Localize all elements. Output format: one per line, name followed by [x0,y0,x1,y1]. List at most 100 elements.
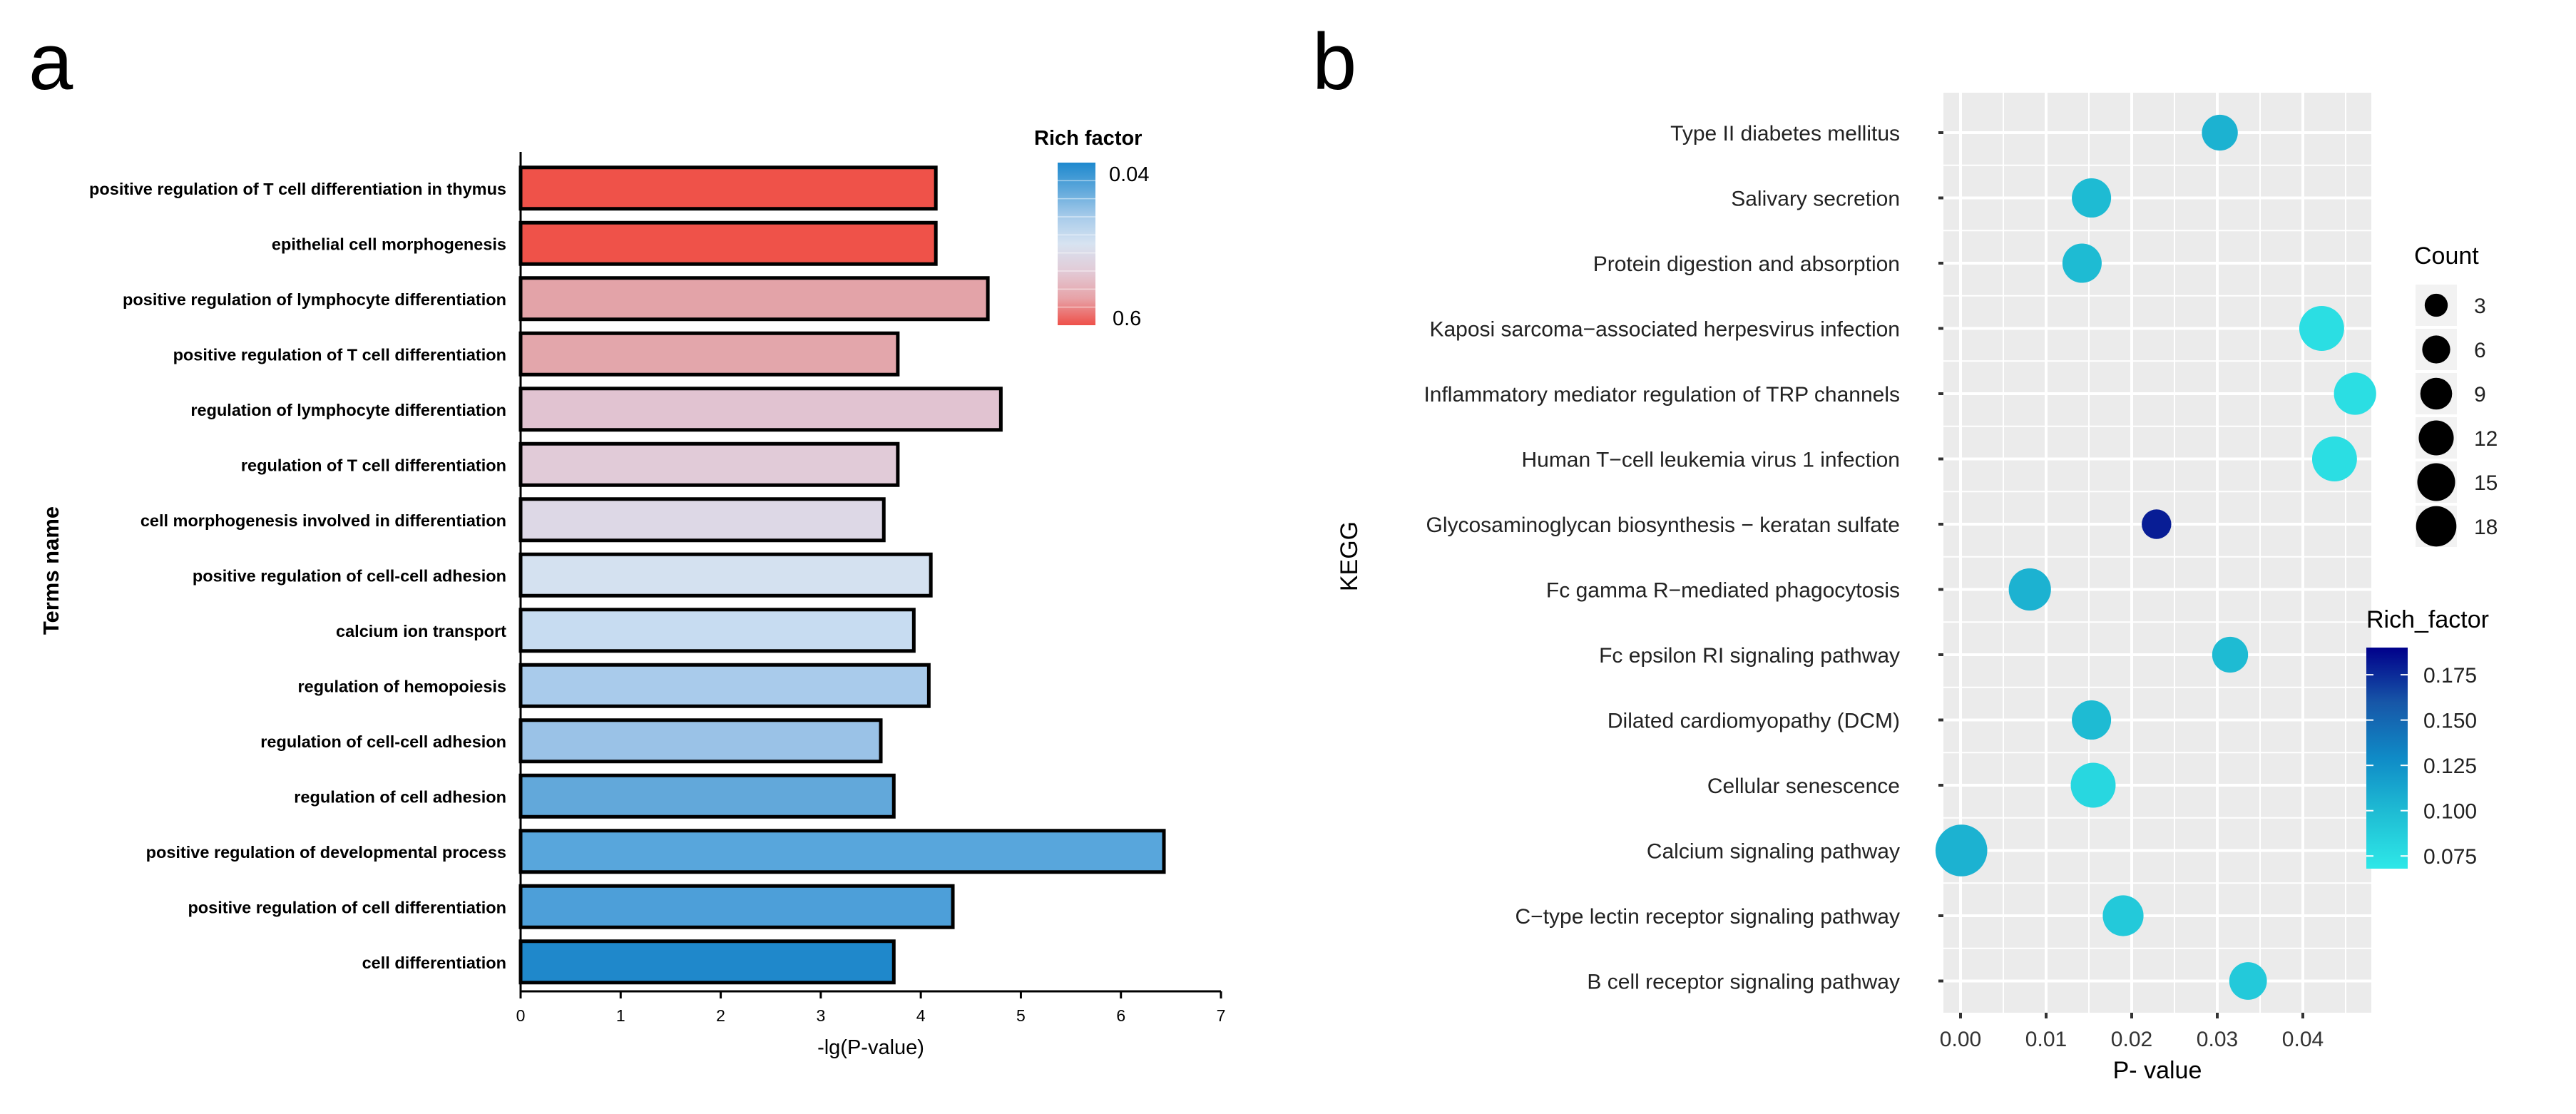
bar-a-13 [518,829,1166,874]
panel-a-bars [518,165,1166,985]
panel-b-plot-background [1943,93,2371,1013]
category-label-a-10: regulation of hemopoiesis [298,677,506,695]
bar-a-12 [518,773,896,819]
panel-label-b: b [1312,17,1356,106]
category-label-b-11: Cellular senescence [1707,775,1900,798]
point-b-4 [2299,306,2344,351]
bar-a-1 [518,165,938,211]
category-label-b-10: Dilated cardiomyopathy (DCM) [1608,710,1900,733]
x-tick-label-a-6: 6 [1116,1006,1125,1025]
x-tick-label-a-2: 2 [716,1006,725,1025]
bar-a-5 [518,387,1003,432]
x-tick-label-a-3: 3 [816,1006,825,1025]
category-label-a-12: regulation of cell adhesion [294,787,506,806]
point-b-2 [2072,178,2112,218]
category-label-b-4: Kaposi sarcoma−associated herpesvirus in… [1429,318,1900,342]
panel-label-a: a [29,17,73,106]
size-legend-dot-4 [2418,420,2454,456]
category-label-b-6: Human T−cell leukemia virus 1 infection [1521,449,1900,472]
category-label-b-3: Protein digestion and absorption [1593,252,1900,276]
size-legend-dot-1 [2424,293,2448,317]
panel-a-x-axis-title: -lg(P-value) [817,1036,924,1059]
panel-a-legend-bands [1058,180,1095,308]
point-b-12 [1935,824,1988,877]
point-b-5 [2334,372,2376,415]
category-label-a-11: regulation of cell-cell adhesion [260,732,506,751]
size-legend-label-2: 6 [2474,339,2486,362]
bar-a-14 [518,884,955,929]
x-tick-label-a-0: 0 [516,1006,526,1025]
x-tick-label-a-7: 7 [1217,1006,1226,1025]
category-label-b-1: Type II diabetes mellitus [1670,122,1900,145]
category-label-a-9: calcium ion transport [336,622,506,640]
size-legend-label-4: 12 [2474,427,2498,451]
point-b-14 [2229,962,2267,1000]
panel-b-color-legend-title: Rich_factor [2366,606,2489,633]
panel-a-axes [519,152,1221,993]
panel-b-category-labels: Type II diabetes mellitus Salivary secret… [1424,122,1943,994]
category-label-b-7: Glycosaminoglycan biosynthesis − keratan… [1426,513,1900,537]
bar-a-2 [518,220,938,266]
x-tick-label-a-1: 1 [616,1006,625,1025]
bar-a-9 [518,608,916,653]
size-legend-label-6: 18 [2474,516,2498,539]
colorbar-tick-label-1: 0.175 [2423,664,2477,688]
size-legend-dot-2 [2422,335,2450,364]
bar-a-3 [518,276,990,322]
size-legend-dot-3 [2420,377,2453,410]
bar-a-10 [518,663,931,708]
bar-a-6 [518,441,900,487]
category-label-a-14: positive regulation of cell differentiat… [188,898,506,916]
category-label-a-4: positive regulation of T cell differenti… [173,345,506,364]
category-label-b-12: Calcium signaling pathway [1647,840,1900,864]
category-label-b-8: Fc gamma R−mediated phagocytosis [1546,579,1900,603]
size-legend-label-1: 3 [2474,295,2486,318]
colorbar-tick-label-2: 0.150 [2423,710,2477,733]
category-label-b-9: Fc epsilon RI signaling pathway [1599,644,1900,668]
point-b-9 [2212,636,2249,673]
panel-a-category-labels: positive regulation of T cell differenti… [89,180,506,972]
point-b-3 [2062,243,2102,283]
point-b-11 [2070,762,2116,808]
bar-a-7 [518,497,886,543]
bar-a-15 [518,939,896,985]
category-label-b-14: B cell receptor signaling pathway [1587,971,1900,994]
category-label-a-3: positive regulation of lymphocyte differ… [123,290,506,309]
panel-a-legend-max-label: 0.04 [1109,163,1149,186]
panel-b-size-legend-title: Count [2414,242,2479,270]
category-label-a-6: regulation of T cell differentiation [241,456,506,474]
panel-b-size-legend-items: 3 6 9 12 15 18 [2416,285,2498,547]
panel-a-legend-title: Rich factor [1034,127,1142,150]
category-label-a-15: cell differentiation [362,954,506,972]
category-label-b-2: Salivary secretion [1731,188,1900,211]
category-label-b-13: C−type lectin receptor signaling pathway [1516,905,1900,929]
size-legend-dot-6 [2416,506,2457,547]
panel-b-colorbar-ticks: 0.175 0.150 0.125 0.100 0.075 [2366,664,2477,869]
x-tick-label-b-2: 0.02 [2111,1028,2152,1051]
panel-b-y-axis-title: KEGG [1336,521,1363,591]
bar-a-8 [518,552,933,598]
point-b-10 [2072,700,2112,740]
panel-a-legend-colorbar [1058,163,1095,325]
category-label-a-2: epithelial cell morphogenesis [272,235,506,253]
panel-b-x-axis-title: P- value [2113,1057,2202,1084]
panel-b-points [1935,114,2376,1000]
category-label-a-7: cell morphogenesis involved in different… [140,511,506,530]
panel-b-gridlines [1943,93,2371,1013]
category-label-b-5: Inflammatory mediator regulation of TRP … [1424,383,1900,407]
panel-a-y-axis-title: Terms name [39,506,63,635]
x-tick-label-b-3: 0.03 [2197,1028,2238,1051]
panel-a-legend-min-label: 0.6 [1113,307,1141,330]
x-tick-label-a-4: 4 [916,1006,926,1025]
size-legend-label-3: 9 [2474,383,2486,407]
panel-a-x-ticks: 0 1 2 3 4 5 6 7 [516,991,1226,1025]
category-label-a-5: regulation of lymphocyte differentiation [190,401,506,419]
size-legend-label-5: 15 [2474,471,2498,495]
category-label-a-13: positive regulation of developmental pro… [146,843,506,862]
panel-b-size-legend: Count 3 6 9 12 15 18 [2414,242,2498,547]
panel-b-x-ticks: 0.00 0.01 0.02 0.03 0.04 [1940,1013,2324,1051]
bar-a-11 [518,718,883,764]
colorbar-tick-label-3: 0.125 [2423,755,2477,778]
